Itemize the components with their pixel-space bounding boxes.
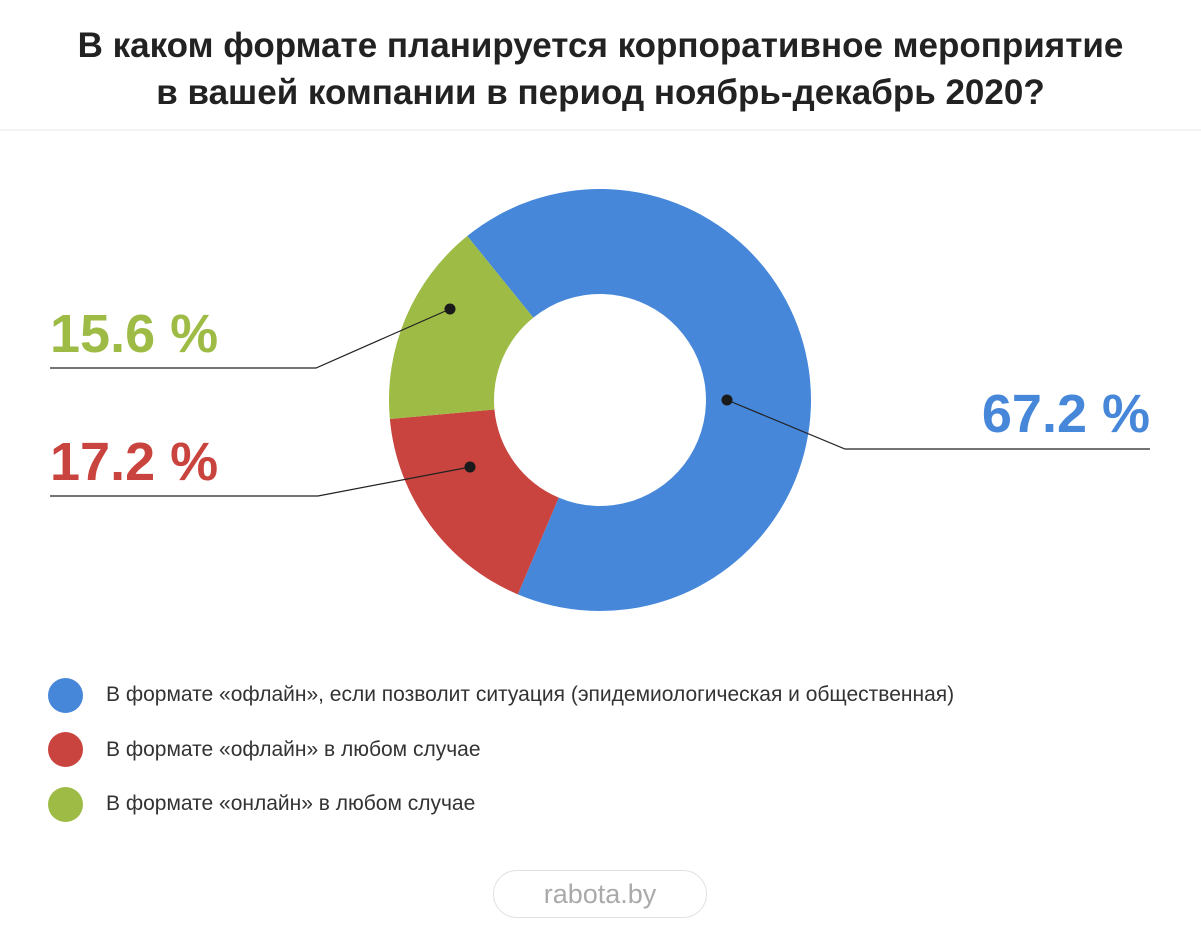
divider bbox=[0, 129, 1201, 131]
legend-item-offline-any-case: В формате «офлайн» в любом случае bbox=[48, 723, 954, 778]
leader-dot-offline-if-allowed bbox=[721, 394, 733, 406]
legend-swatch bbox=[48, 786, 83, 822]
legend-swatch bbox=[48, 677, 83, 713]
leader-dot-online-any-case bbox=[444, 303, 456, 315]
legend: В формате «офлайн», если позволит ситуац… bbox=[48, 668, 954, 832]
leader-line-offline-any-case bbox=[50, 466, 471, 497]
leader-line-offline-if-allowed bbox=[726, 399, 1150, 450]
legend-label: В формате «офлайн» в любом случае bbox=[106, 737, 481, 761]
legend-item-offline-if-allowed: В формате «офлайн», если позволит ситуац… bbox=[48, 668, 954, 723]
slice-offline-if-allowed bbox=[467, 188, 811, 611]
title-line-1: В каком формате планируется корпоративно… bbox=[77, 26, 1124, 65]
leader-dot-offline-any-case bbox=[464, 461, 476, 473]
legend-item-online-any-case: В формате «онлайн» в любом случае bbox=[48, 777, 954, 832]
legend-label: В формате «онлайн» в любом случае bbox=[106, 792, 476, 816]
title-line-2: в вашей компании в период ноябрь-декабрь… bbox=[156, 73, 1045, 112]
slice-online-any-case bbox=[389, 236, 534, 419]
chart-title: В каком формате планируется корпоративно… bbox=[0, 22, 1201, 116]
data-label-offline-any-case: 17.2 % bbox=[50, 432, 218, 492]
data-label-online-any-case: 15.6 % bbox=[50, 304, 218, 364]
data-label-offline-if-allowed: 67.2 % bbox=[982, 384, 1150, 444]
slice-offline-any-case bbox=[389, 409, 559, 595]
legend-label: В формате «офлайн», если позволит ситуац… bbox=[106, 683, 955, 707]
legend-swatch bbox=[48, 732, 83, 768]
leader-line-online-any-case bbox=[50, 308, 451, 369]
source-logo: rabota.by bbox=[493, 870, 707, 918]
